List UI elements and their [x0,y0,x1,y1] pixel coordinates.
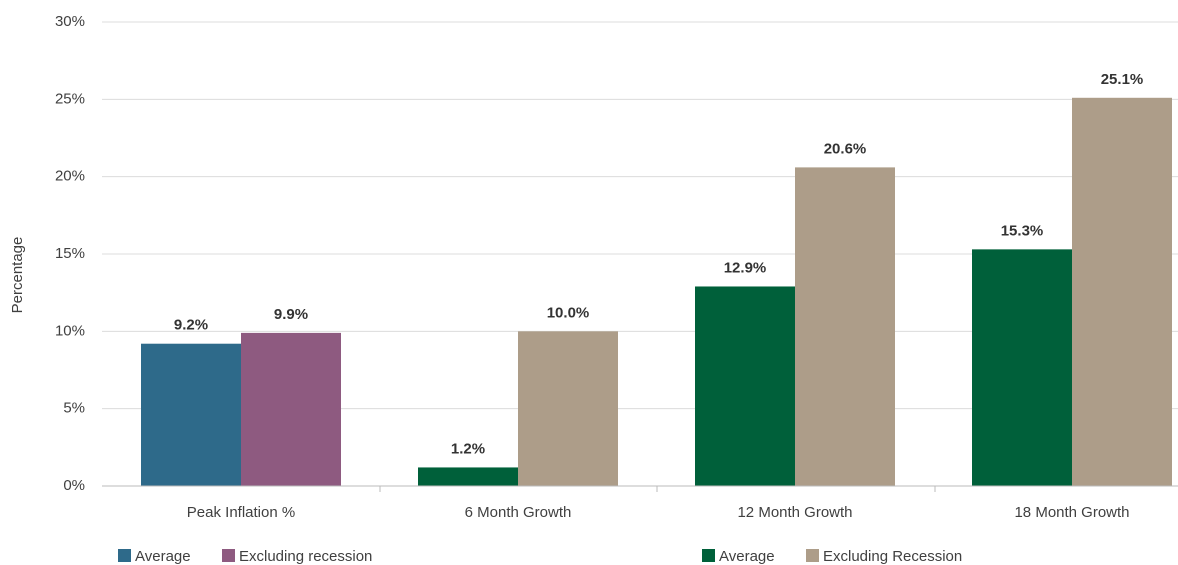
x-tick-label: 18 Month Growth [1014,504,1129,521]
legend-swatch [806,549,819,562]
y-axis-label: Percentage [9,237,26,314]
legend-swatch [702,549,715,562]
bar [695,286,795,486]
x-tick-label: 6 Month Growth [465,504,572,521]
y-tick-label: 25% [55,90,85,107]
value-label: 25.1% [1101,71,1144,88]
bar [141,343,241,486]
bar [1072,97,1172,486]
value-label: 20.6% [824,140,867,157]
value-label: 9.9% [274,306,308,323]
y-tick-label: 0% [63,477,85,494]
y-tick-label: 20% [55,168,85,185]
y-tick-label: 5% [63,400,85,417]
legend-label: Average [719,548,775,565]
bar [418,467,518,486]
bar [972,249,1072,486]
value-label: 10.0% [547,304,590,321]
x-tick-label: 12 Month Growth [737,504,852,521]
value-label: 15.3% [1001,222,1044,239]
bar [241,332,341,486]
legend-swatch [222,549,235,562]
value-label: 1.2% [451,440,485,457]
x-tick-label: Peak Inflation % [187,504,295,521]
bar [518,331,618,486]
y-tick-label: 15% [55,245,85,262]
legend-swatch [118,549,131,562]
bar [795,167,895,487]
legend-label: Excluding Recession [823,548,962,565]
legend-label: Excluding recession [239,548,372,565]
y-tick-label: 30% [55,13,85,30]
y-tick-label: 10% [55,322,85,339]
value-label: 9.2% [174,317,208,334]
legend-label: Average [135,548,191,565]
value-label: 12.9% [724,259,767,276]
